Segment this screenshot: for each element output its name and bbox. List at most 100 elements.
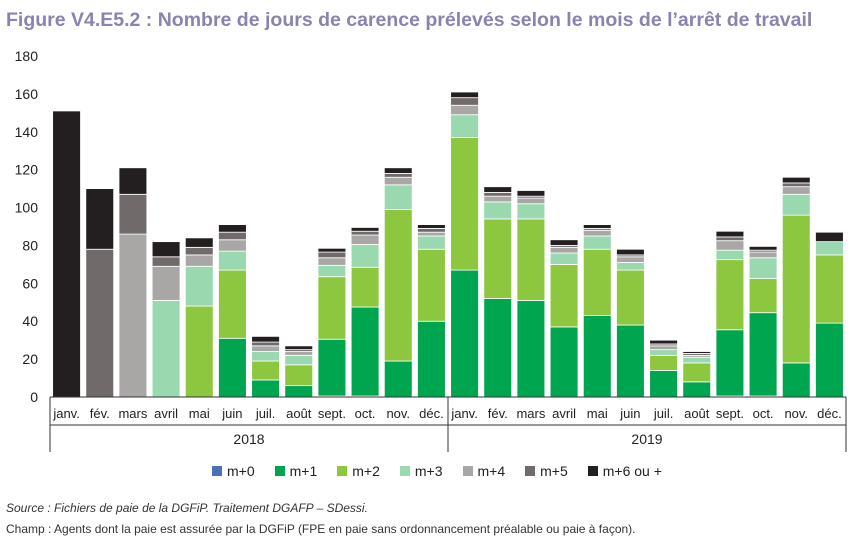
legend-label: m+3 [414,463,443,479]
bar-segment [815,231,844,243]
bar-segment [549,246,579,254]
bar-segment [317,338,347,397]
bar-segment [151,265,181,301]
legend-label: m+6 ou + [602,463,662,479]
bar-segment [549,252,579,265]
x-tick-label: oct. [753,406,774,421]
bar-segment [317,257,347,266]
y-tick-label: 80 [22,237,38,253]
legend-label: m+2 [352,463,380,479]
x-tick-label: avril [552,406,576,421]
bar-segment [317,276,347,340]
bar-segment [682,351,712,354]
bar-segment [715,240,745,251]
legend-label: m+5 [540,463,568,479]
bar-segment [251,341,280,347]
bar-segment [350,230,380,236]
bar-segment [450,137,479,271]
x-tick-label: nov. [386,406,410,421]
legend-label: m+1 [289,463,318,479]
bar-segment [85,188,115,250]
bar-segment [616,269,645,326]
x-tick-label: mars [118,406,147,421]
bar-segment [748,312,778,397]
y-tick-label: 40 [22,313,38,329]
bar-segment [218,224,247,233]
bar-segment [251,345,280,352]
chart-title: Figure V4.E5.2 : Nombre de jours de care… [6,9,813,31]
bar-segment [781,176,811,184]
bar-segment [218,250,247,271]
bar-segment [616,324,645,398]
bar-segment [417,248,446,322]
x-tick-label: déc. [419,406,444,421]
bar-segment [516,203,546,220]
bar-segment [450,104,479,116]
bar-segment [218,269,247,339]
bar-segment [582,229,612,237]
bar-segment [184,305,214,398]
y-tick-label: 20 [22,351,38,367]
bar-segment [284,354,314,366]
y-tick-label: 140 [15,124,39,140]
legend-swatch [399,466,410,476]
bar-segment [118,233,148,398]
legend-item: m+5 [525,463,568,479]
bar-segment [284,385,314,398]
legend-swatch [587,466,598,476]
bar-segment [516,197,546,205]
x-tick-label: juin [619,406,640,421]
legend-swatch [525,466,536,476]
bar-segment [383,360,413,398]
x-tick-label: août [286,406,312,421]
bar-segment [582,315,612,398]
bar-segment [184,254,214,267]
bar-segment [383,167,413,174]
legend-item: m+0 [212,463,255,479]
legend-label: m+0 [227,463,255,479]
bar-segment [450,91,479,99]
bar-segment [350,244,380,268]
x-tick-label: mars [516,406,545,421]
x-tick-label: août [684,406,710,421]
bar-segment [748,278,778,314]
bar-segment [616,262,645,271]
legend-item: m+3 [399,463,443,479]
bar-segment [516,299,546,398]
bar-segment [218,337,247,398]
x-tick-label: mai [587,406,608,421]
bar-segment [582,235,612,250]
bar-segment [483,191,513,197]
bar-segment [151,241,181,258]
bar-segment [383,173,413,178]
bar-segment [450,114,479,138]
bar-segment [383,176,413,186]
bar-segment [251,351,280,362]
x-tick-label: mai [189,406,210,421]
x-tick-label: fév. [488,406,508,421]
legend: m+0 m+1 m+2 m+3 m+4 m+5 m+6 ou + [212,463,662,479]
bar-segment [151,299,181,398]
bar-segment [682,356,712,364]
legend-swatch [212,466,222,476]
bar-segment [118,167,148,195]
bar-segment [417,320,446,398]
bar-segment [417,224,446,229]
bar-segment [682,381,712,398]
bar-segment [184,265,214,307]
bar-segment [715,230,745,238]
bar-segment [649,339,678,345]
legend-swatch [337,466,348,476]
bar-segment [748,257,778,279]
bar-segment [483,195,513,203]
x-tick-label: fév. [90,406,110,421]
bar-segment [350,227,380,232]
bar-segment [417,231,446,237]
bar-segment [682,362,712,383]
x-tick-label: janv. [52,406,80,421]
bar-segment [748,245,778,251]
y-tick-label: 0 [30,389,38,405]
bar-segment [748,251,778,259]
bar-segment [815,241,844,256]
bar-segment [218,231,247,241]
